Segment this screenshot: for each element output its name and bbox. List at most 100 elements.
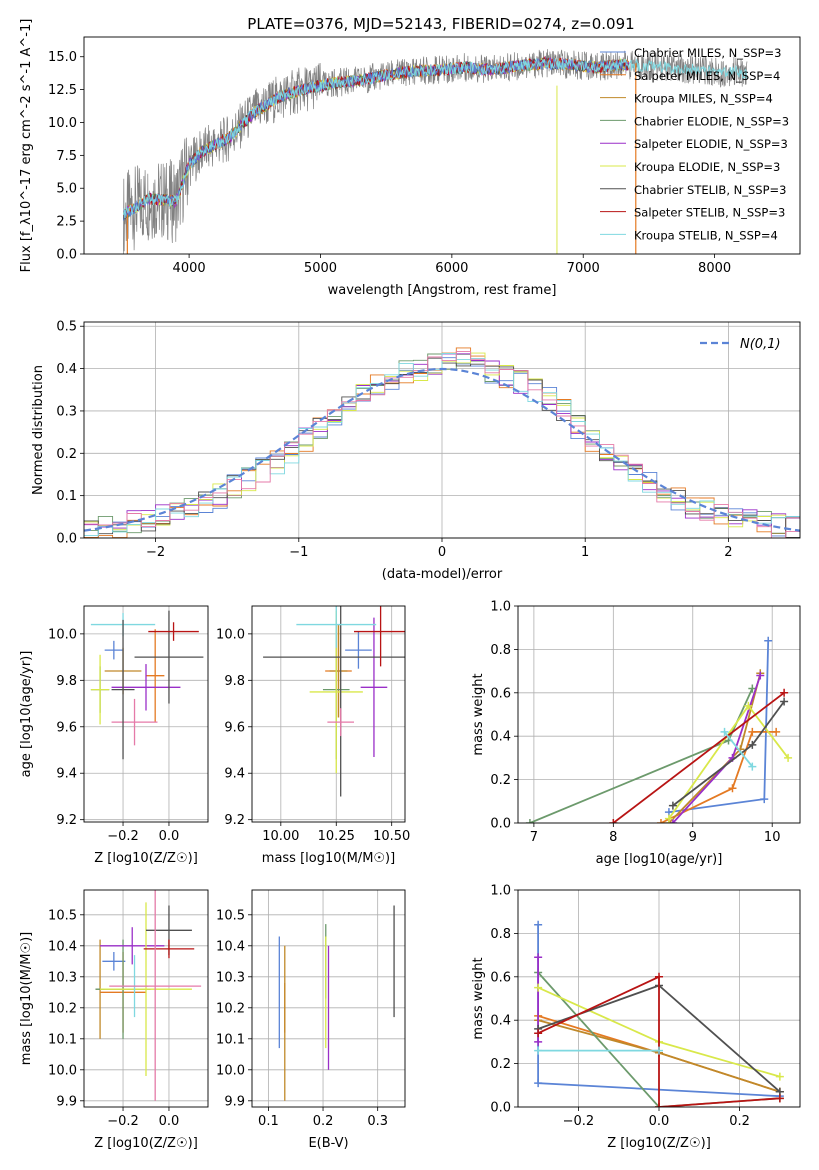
plot-area bbox=[90, 610, 204, 760]
y-tick-label: 0.2 bbox=[490, 773, 511, 788]
mass-weight-marker bbox=[772, 727, 781, 736]
mass-weight-marker bbox=[775, 1094, 784, 1103]
x-axis-label: age [log10(age/yr)] bbox=[596, 852, 723, 867]
x-tick-label: 10.50 bbox=[373, 829, 410, 844]
plot-area bbox=[122, 49, 748, 254]
y-tick-label: 0.0 bbox=[490, 1101, 511, 1116]
x-tick-label: 0 bbox=[438, 545, 446, 560]
x-axis-label: Z [log10(Z/Z☉)] bbox=[607, 1136, 711, 1151]
mass-weight-marker bbox=[534, 1046, 543, 1055]
legend-label: Chabrier MILES, N_SSP=3 bbox=[634, 46, 781, 60]
residual-histogram-panel: −2 −1 0 1 2 0.0 0.1 0.2 0.3 0.4 0.5 N(0,1) (data-mod… bbox=[31, 320, 801, 582]
y-tick-label: 5.0 bbox=[56, 182, 77, 197]
mass-weight-marker bbox=[780, 688, 789, 697]
y-tick-label: 1.0 bbox=[490, 884, 511, 899]
y-tick-label: 0.6 bbox=[490, 970, 511, 985]
mass-weight-marker bbox=[748, 727, 757, 736]
x-tick-label: 10.25 bbox=[318, 829, 355, 844]
y-tick-label: 0.4 bbox=[56, 362, 77, 377]
mass-weight-marker bbox=[525, 819, 534, 823]
y-tick-label: 10.0 bbox=[48, 116, 77, 131]
plot-area bbox=[95, 890, 202, 1101]
y-tick-label: 10.1 bbox=[48, 1032, 77, 1047]
x-tick-label: 0.0 bbox=[159, 829, 180, 844]
mass-weight-marker bbox=[760, 795, 769, 804]
x-tick-label: −0.2 bbox=[563, 1114, 595, 1129]
y-tick-label: 9.8 bbox=[56, 674, 77, 689]
y-tick-label: 10.0 bbox=[216, 627, 245, 642]
y-tick-label: 9.2 bbox=[224, 813, 245, 828]
residual-histogram-line bbox=[84, 351, 800, 538]
axes-frame bbox=[517, 605, 801, 824]
x-axis-label: (data-model)/error bbox=[382, 567, 503, 582]
y-tick-label: 0.3 bbox=[56, 404, 77, 419]
mass-vs-metallicity-panel: −0.2 0.0 9.9 10.0 10.1 10.2 10.3 10.4 10.5 Z [log… bbox=[19, 889, 209, 1151]
mass-weight-line bbox=[660, 731, 777, 823]
mass-weight-marker bbox=[775, 1072, 784, 1081]
y-tick-label: 0.4 bbox=[490, 730, 511, 745]
mass-weight-marker bbox=[534, 1037, 543, 1046]
model-spectrum-line bbox=[123, 56, 630, 220]
legend-label: Kroupa ELODIE, N_SSP=3 bbox=[634, 160, 780, 174]
y-axis-label: age [log10(age/yr)] bbox=[19, 651, 34, 778]
age-vs-mass-panel: 10.00 10.25 10.50 9.2 9.4 9.6 9.8 10.0 mass [log… bbox=[216, 605, 410, 866]
age-vs-metallicity-panel: −0.2 0.0 9.2 9.4 9.6 9.8 10.0 Z [log10(Z/Z☉)] ag… bbox=[19, 605, 209, 866]
axes-frame bbox=[251, 605, 406, 823]
x-tick-label: 4000 bbox=[173, 261, 206, 276]
x-tick-label: 10 bbox=[764, 830, 781, 845]
y-axis-label: mass weight bbox=[471, 957, 486, 1039]
normal-curve bbox=[84, 367, 800, 532]
y-axis-label: mass [log10(M/M☉)] bbox=[19, 932, 34, 1065]
x-tick-label: 8000 bbox=[698, 261, 731, 276]
legend-label: Salpeter ELODIE, N_SSP=3 bbox=[634, 137, 788, 151]
model-spectrum-line bbox=[122, 57, 748, 218]
y-tick-label: 7.5 bbox=[56, 149, 77, 164]
y-tick-label: 9.2 bbox=[56, 813, 77, 828]
y-tick-label: 15.0 bbox=[48, 50, 77, 65]
y-tick-label: 10.5 bbox=[48, 908, 77, 923]
figure-title: PLATE=0376, MJD=52143, FIBERID=0274, z=0… bbox=[247, 15, 634, 33]
mass-weight-marker bbox=[656, 819, 665, 823]
x-tick-label: 1 bbox=[581, 545, 589, 560]
mass-weight-marker bbox=[780, 697, 789, 706]
legend-label: Kroupa MILES, N_SSP=4 bbox=[634, 92, 773, 106]
mass-weight-marker bbox=[756, 671, 765, 680]
axes-frame bbox=[83, 605, 209, 823]
axes-frame bbox=[517, 889, 801, 1108]
y-tick-label: 9.9 bbox=[56, 1094, 77, 1109]
legend-label: N(0,1) bbox=[740, 337, 781, 352]
spectrum-panel: 4000 5000 6000 7000 8000 0.0 2.5 5.0 7.5 10.0 12.5… bbox=[19, 19, 801, 298]
axes-frame bbox=[251, 889, 406, 1108]
x-tick-label: 7000 bbox=[567, 261, 600, 276]
mass-weight-marker bbox=[764, 636, 773, 645]
mass-vs-extinction-panel: 0.1 0.2 0.3 9.9 10.0 10.1 10.2 10.3 10.4 10.5 E(B-… bbox=[216, 889, 406, 1151]
mass-weight-marker bbox=[534, 920, 543, 929]
mass-weight-marker bbox=[655, 972, 663, 981]
x-tick-label: −1 bbox=[289, 545, 308, 560]
x-tick-label: −0.2 bbox=[107, 1114, 139, 1129]
model-spectrum-line bbox=[122, 55, 630, 217]
mass-weight-marker bbox=[744, 701, 753, 710]
y-tick-label: 9.6 bbox=[56, 720, 77, 735]
y-tick-label: 0.8 bbox=[490, 643, 511, 658]
mass-weight-marker bbox=[748, 762, 757, 771]
legend-label: Salpeter STELIB, N_SSP=3 bbox=[634, 206, 785, 220]
x-axis-label: wavelength [Angstrom, rest frame] bbox=[328, 283, 557, 298]
grid bbox=[518, 605, 800, 824]
y-tick-label: 10.3 bbox=[48, 970, 77, 985]
mass-weight-marker bbox=[668, 819, 677, 823]
x-tick-label: 0.0 bbox=[649, 1114, 670, 1129]
y-tick-label: 10.4 bbox=[216, 939, 245, 954]
y-tick-label: 10.1 bbox=[216, 1032, 245, 1047]
y-axis-label: Normed distribution bbox=[31, 365, 46, 495]
plot-area bbox=[263, 606, 405, 797]
mass-weight-line bbox=[537, 975, 780, 1107]
legend-label: Kroupa STELIB, N_SSP=4 bbox=[634, 228, 778, 242]
y-tick-label: 10.5 bbox=[216, 908, 245, 923]
mass-weight-marker bbox=[668, 801, 677, 810]
y-tick-label: 9.8 bbox=[224, 674, 245, 689]
x-tick-label: 2 bbox=[724, 545, 732, 560]
y-tick-label: 2.5 bbox=[56, 215, 77, 230]
x-axis-label: Z [log10(Z/Z☉)] bbox=[94, 851, 198, 866]
